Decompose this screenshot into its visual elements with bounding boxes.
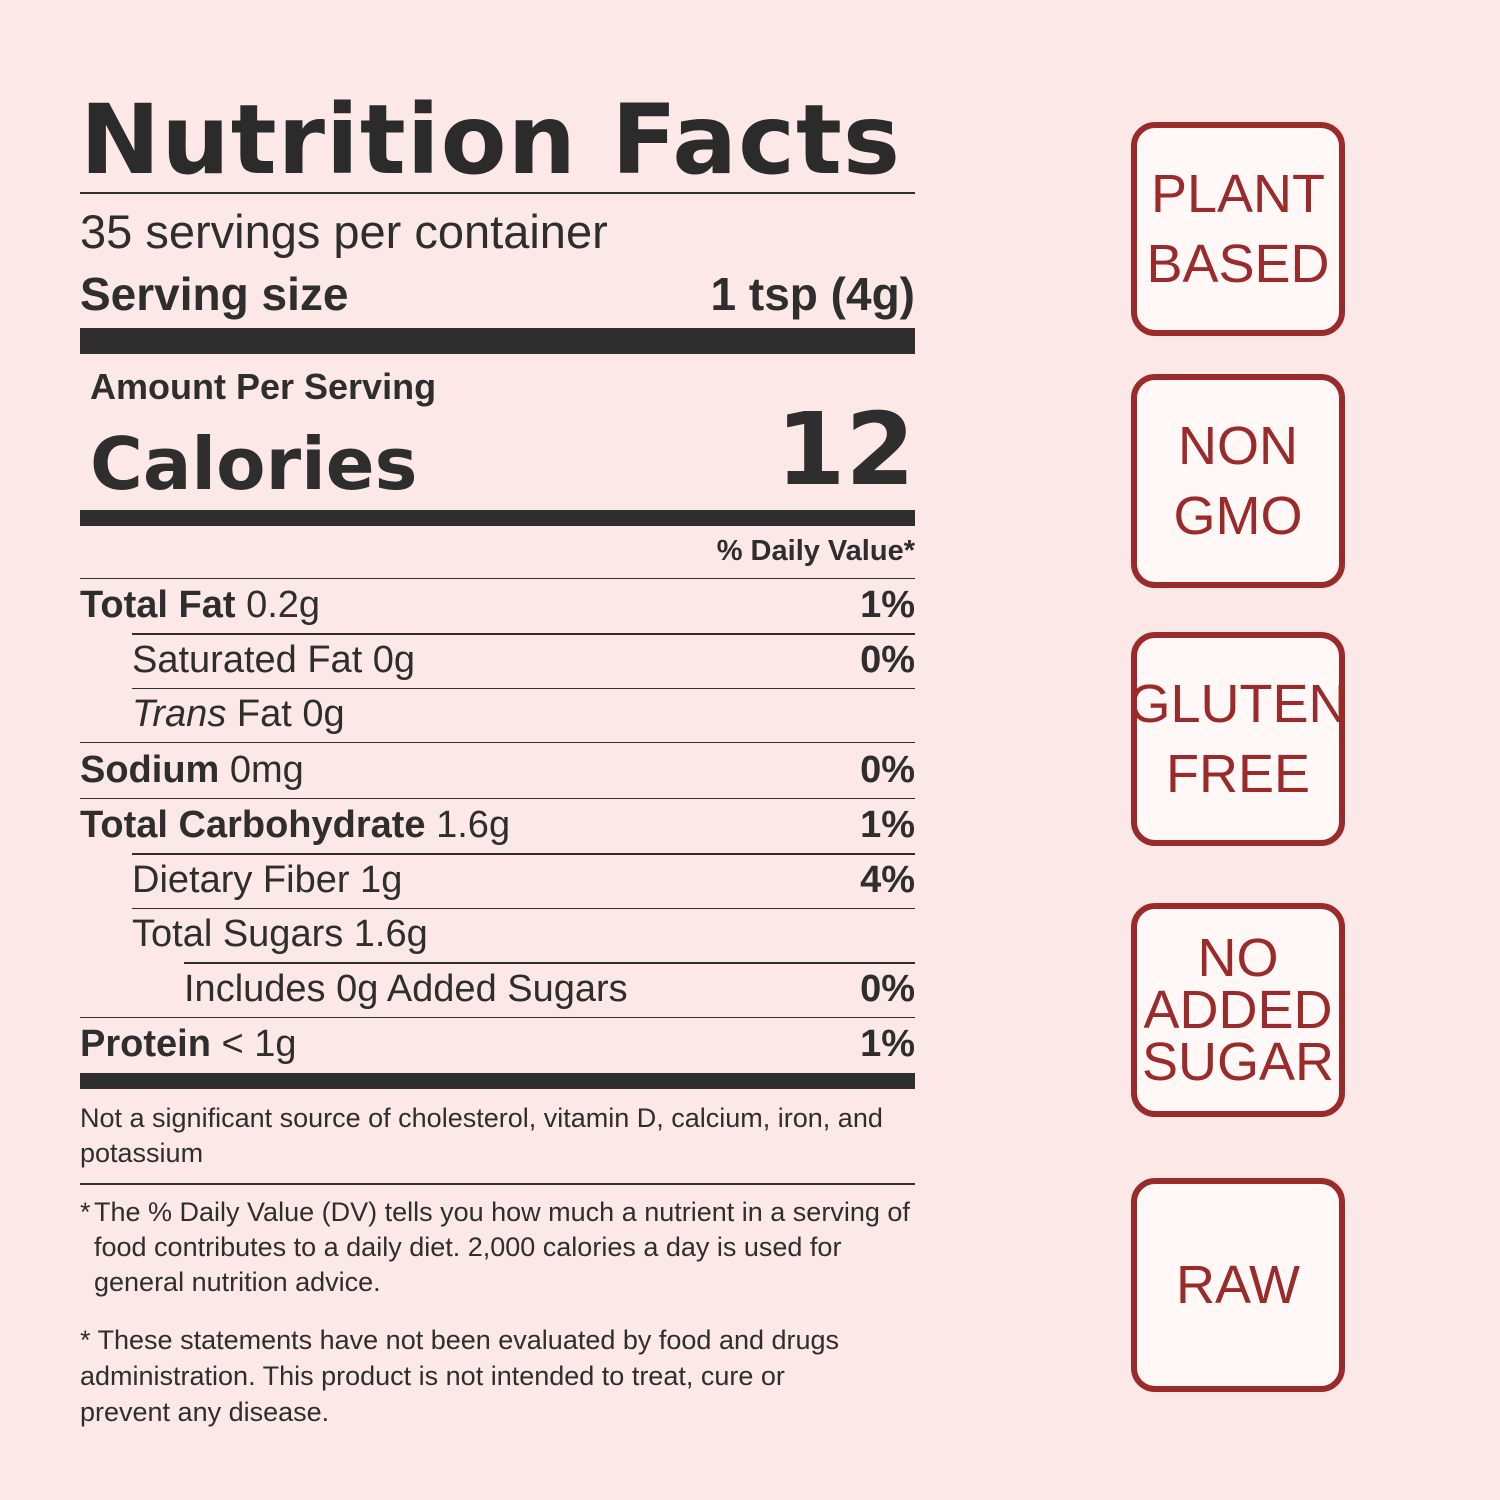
badge-non-gmo: NON GMO xyxy=(1131,374,1345,588)
calories-label: Calories xyxy=(90,421,418,506)
nutrient-name: Total Sugars 1.6g xyxy=(132,913,428,956)
nutrient-row-sodium: Sodium 0mg 0% xyxy=(80,742,915,798)
divider xyxy=(80,192,915,194)
servings-per-container: 35 servings per container xyxy=(80,204,608,258)
nutrient-percent: 0% xyxy=(860,748,915,791)
nutrient-row-total-fat: Total Fat 0.2g 1% xyxy=(80,577,915,634)
badge-no-added-sugar: NO ADDED SUGAR xyxy=(1131,903,1345,1117)
nutrient-percent: 0% xyxy=(860,638,915,681)
divider xyxy=(80,1183,915,1185)
medium-divider xyxy=(80,509,915,526)
nutrient-row-total-sugars: Total Sugars 1.6g xyxy=(80,907,915,963)
nutrient-row-protein: Protein < 1g 1% xyxy=(80,1016,915,1073)
nutrition-facts-label: Nutrition Facts 35 servings per containe… xyxy=(80,92,915,1430)
nutrient-row-dietary-fiber: Dietary Fiber 1g 4% xyxy=(80,853,915,908)
nutrient-name: Includes 0g Added Sugars xyxy=(184,967,628,1010)
daily-value-header: % Daily Value* xyxy=(716,534,915,567)
nutrient-row-added-sugars: Includes 0g Added Sugars 0% xyxy=(80,962,915,1017)
label-title: Nutrition Facts xyxy=(80,84,902,196)
badge-raw: RAW xyxy=(1131,1178,1345,1392)
amount-per-serving: Amount Per Serving xyxy=(90,365,437,407)
footnote-text: The % Daily Value (DV) tells you how muc… xyxy=(94,1196,910,1297)
badge-plant-based: PLANT BASED xyxy=(1131,122,1345,336)
nutrient-percent: 4% xyxy=(860,858,915,901)
fda-disclaimer: * These statements have not been evaluat… xyxy=(80,1324,840,1427)
nutrient-name: Dietary Fiber 1g xyxy=(132,858,403,901)
calories-value: 12 xyxy=(775,390,915,508)
serving-size-row: Serving size 1 tsp (4g) xyxy=(80,264,915,328)
badge-gluten-free: GLUTEN FREE xyxy=(1128,632,1348,846)
not-significant-note: Not a significant source of cholesterol,… xyxy=(80,1103,883,1168)
nutrient-percent: 0% xyxy=(860,967,915,1010)
nutrient-row-trans-fat: Trans Fat 0g xyxy=(80,687,915,743)
daily-value-footnote: * The % Daily Value (DV) tells you how m… xyxy=(80,1195,915,1300)
nutrient-name: Protein < 1g xyxy=(80,1023,297,1066)
thick-divider xyxy=(80,327,915,354)
footnote-asterisk: * xyxy=(80,1196,91,1227)
nutrient-percent: 1% xyxy=(860,804,915,847)
nutrient-name: Saturated Fat 0g xyxy=(132,638,416,681)
nutrient-row-total-carbohydrate: Total Carbohydrate 1.6g 1% xyxy=(80,797,915,854)
nutrient-percent: 1% xyxy=(860,1023,915,1066)
nutrient-name: Sodium 0mg xyxy=(80,748,304,791)
nutrient-name: Total Carbohydrate 1.6g xyxy=(80,804,511,847)
nutrient-row-saturated-fat: Saturated Fat 0g 0% xyxy=(80,633,915,688)
serving-size-label: Serving size xyxy=(80,267,349,320)
nutrient-name: Total Fat 0.2g xyxy=(80,584,321,627)
nutrient-percent: 1% xyxy=(860,584,915,627)
nutrient-name: Trans Fat 0g xyxy=(132,693,345,736)
calories-row: Calories 12 xyxy=(80,399,915,506)
serving-size-value: 1 tsp (4g) xyxy=(710,267,915,320)
bottom-divider xyxy=(80,1073,915,1089)
